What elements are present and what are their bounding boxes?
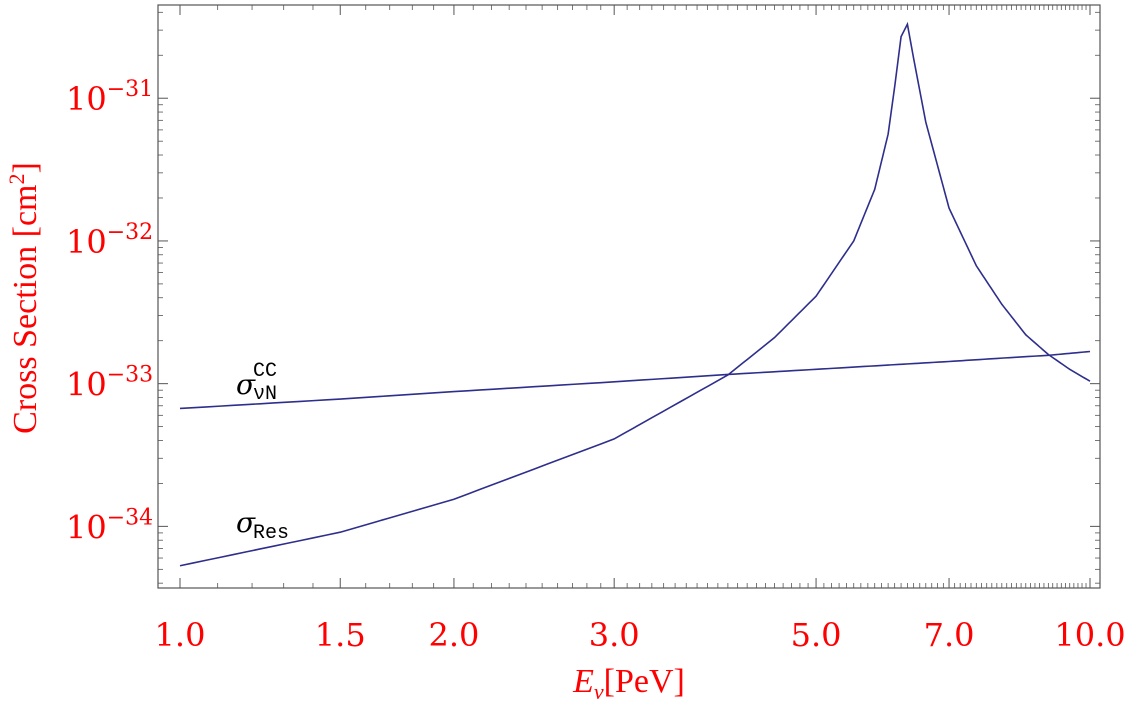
series-label-cc: σCC νN [236, 360, 277, 406]
x-tick-label: 3.0 [589, 616, 640, 654]
y-tick-labels: 10−34 10−33 10−32 10−31 [66, 77, 153, 546]
x-tick-label: 2.0 [428, 616, 479, 654]
plot-frame [157, 4, 1101, 589]
x-axis-title: Eν[PeV] [572, 663, 685, 702]
x-tick-label: 5.0 [791, 616, 842, 654]
y-tick-label: 10−31 [66, 77, 153, 118]
series-line-res [179, 21, 1091, 567]
x-tick-label: 1.5 [315, 616, 366, 654]
y-tick-label: 10−33 [66, 363, 153, 404]
series-label-res: σRes [236, 506, 289, 545]
tick-marks [158, 5, 1100, 588]
x-tick-labels: 1.0 1.5 2.0 3.0 5.0 7.0 10.0 [155, 616, 1126, 654]
data-lines [179, 21, 1091, 567]
series-line-cc [179, 350, 1091, 410]
y-tick-label: 10−34 [66, 505, 153, 546]
y-axis-title: Cross Section [cm2] [4, 162, 44, 434]
x-tick-label: 10.0 [1054, 616, 1125, 654]
x-tick-label: 7.0 [924, 616, 975, 654]
x-tick-label: 1.0 [155, 616, 206, 654]
y-tick-label: 10−32 [66, 220, 153, 261]
